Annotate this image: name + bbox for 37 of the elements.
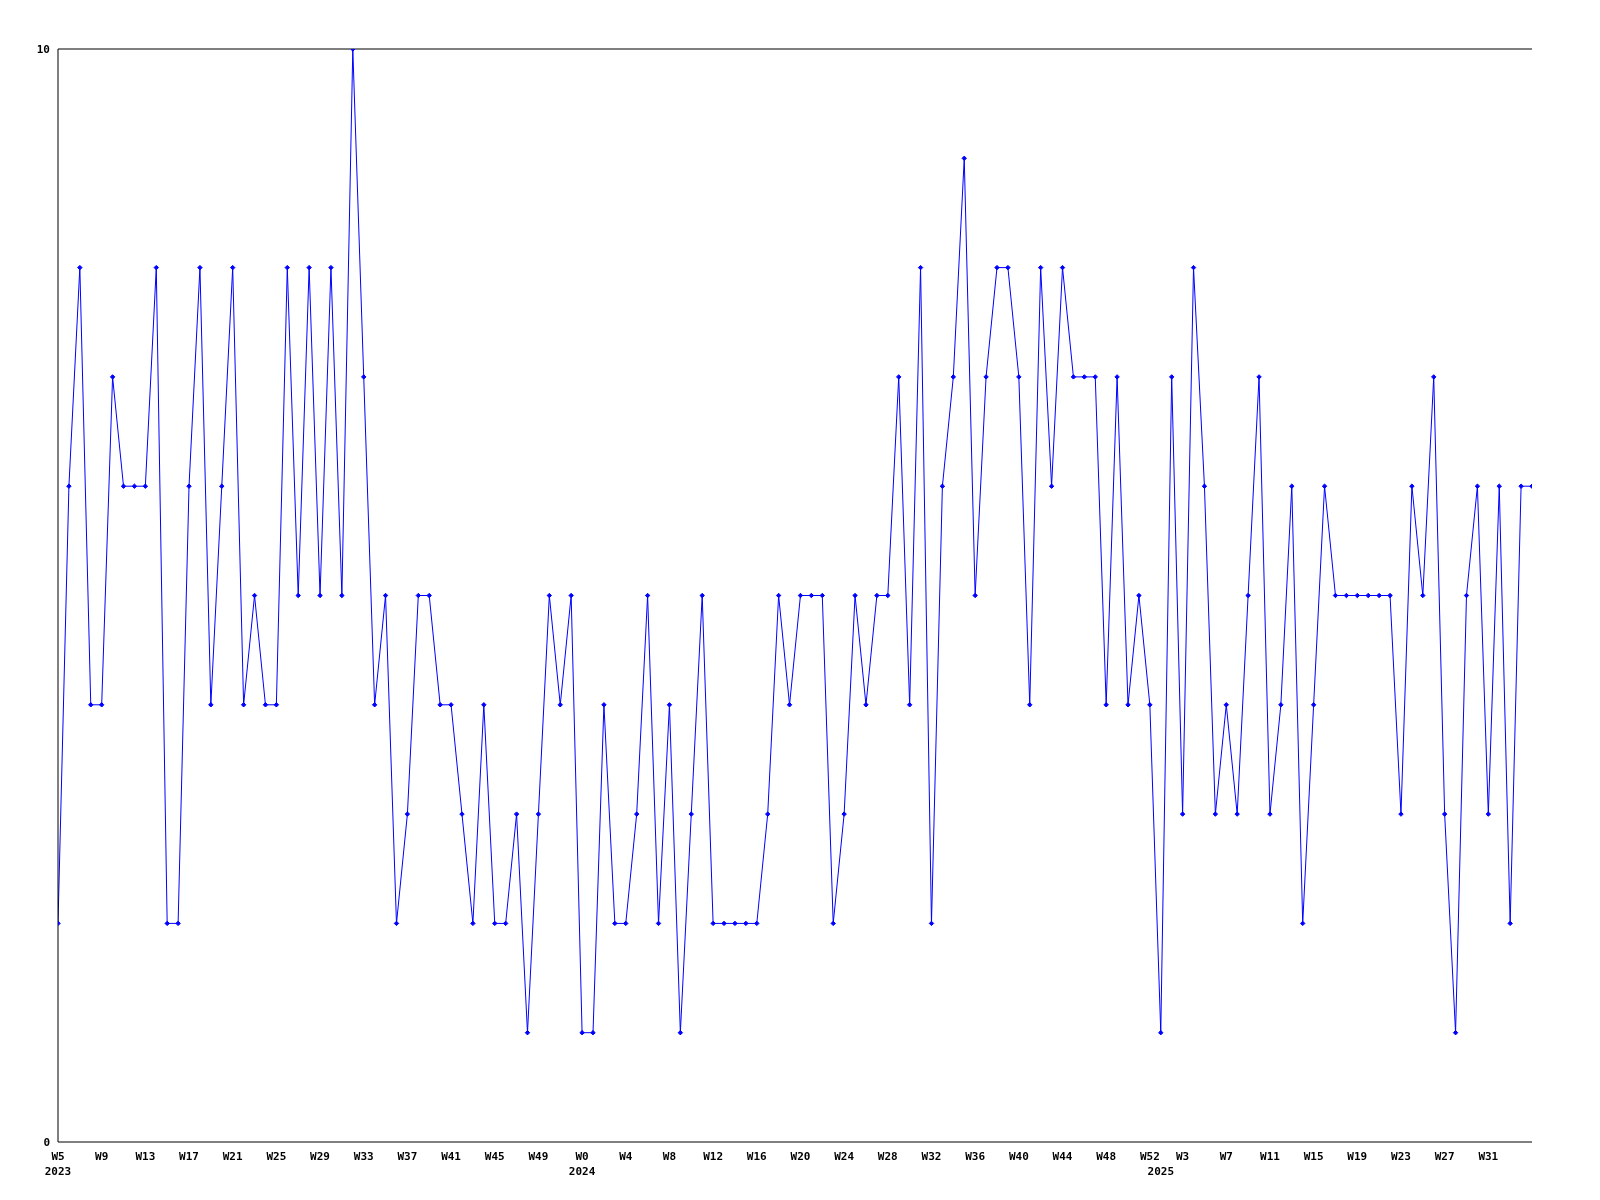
x-tick-label: W40 <box>1008 1150 1029 1163</box>
x-tick-label: W7 <box>1219 1150 1233 1163</box>
x-tick-label: W41 <box>441 1150 462 1163</box>
x-tick-label: W0 2024 <box>568 1150 596 1178</box>
x-tick-label: W37 <box>397 1150 418 1163</box>
x-tick-label: W4 <box>619 1150 633 1163</box>
x-tick-label: W44 <box>1052 1150 1073 1163</box>
x-tick-label: W25 <box>266 1150 287 1163</box>
x-tick-label: W28 <box>877 1150 898 1163</box>
x-tick-label: W49 <box>528 1150 549 1163</box>
x-tick-label: W8 <box>662 1150 677 1163</box>
x-tick-label: W20 <box>790 1150 811 1163</box>
x-tick-label: W33 <box>353 1150 374 1163</box>
x-tick-label: W29 <box>310 1150 330 1163</box>
x-tick-label: W24 <box>834 1150 855 1163</box>
x-tick-label: W23 <box>1391 1150 1411 1163</box>
x-tick-label: W32 <box>921 1150 942 1163</box>
y-tick-label: 10 <box>36 42 50 56</box>
x-tick-label: W5 2023 <box>44 1150 72 1178</box>
x-tick-label: W19 <box>1347 1150 1368 1163</box>
x-tick-label: W9 <box>95 1150 109 1163</box>
x-tick-label: W11 <box>1260 1150 1281 1163</box>
x-tick-label: W16 <box>746 1150 768 1163</box>
x-tick-label: W52 <box>1139 1150 1160 1163</box>
x-tick-label: W45 <box>484 1150 505 1163</box>
y-tick-label: 0 <box>43 1135 50 1149</box>
x-tick-label: W31 <box>1478 1150 1499 1163</box>
x-tick-label: W13 <box>135 1150 156 1163</box>
x-tick-label: W48 <box>1096 1150 1117 1163</box>
x-tick-label: W3 <box>1175 1150 1190 1163</box>
x-tick-label: W27 <box>1434 1150 1455 1163</box>
x-tick-label: W36 <box>965 1150 986 1163</box>
x-tick-label: W12 <box>703 1150 724 1163</box>
x-tick-label: W15 <box>1303 1150 1324 1163</box>
x-tick-label: W21 <box>222 1150 243 1163</box>
x-tick-label: 2025 <box>1147 1165 1175 1178</box>
x-tick-label: W17 <box>179 1150 199 1163</box>
